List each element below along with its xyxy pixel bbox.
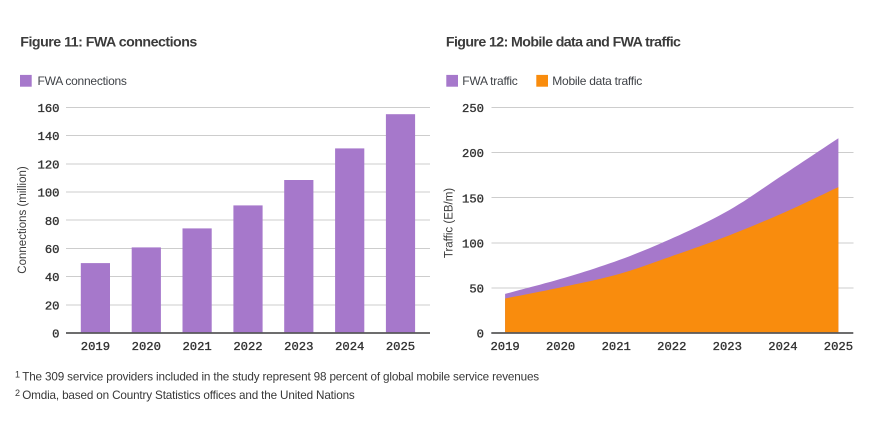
svg-text:2019: 2019 bbox=[490, 340, 519, 354]
svg-text:2023: 2023 bbox=[284, 340, 313, 354]
svg-text:Figure 12: Mobile data and FWA: Figure 12: Mobile data and FWA traffic bbox=[446, 34, 681, 50]
svg-text:1 The 309 service providers in: 1 The 309 service providers included in … bbox=[15, 370, 539, 384]
svg-text:Traffic (EB/m): Traffic (EB/m) bbox=[444, 188, 456, 258]
svg-text:80: 80 bbox=[45, 215, 60, 229]
svg-text:100: 100 bbox=[462, 237, 484, 251]
svg-text:2022: 2022 bbox=[233, 340, 262, 354]
svg-text:140: 140 bbox=[38, 130, 60, 144]
svg-text:150: 150 bbox=[462, 192, 484, 206]
svg-text:2021: 2021 bbox=[182, 340, 211, 354]
svg-text:2024: 2024 bbox=[335, 340, 364, 354]
svg-text:0: 0 bbox=[52, 328, 59, 342]
svg-text:20: 20 bbox=[45, 299, 60, 313]
svg-text:2 Omdia, based on Country Stat: 2 Omdia, based on Country Statistics off… bbox=[15, 388, 355, 402]
svg-text:250: 250 bbox=[462, 102, 484, 116]
svg-text:2023: 2023 bbox=[713, 340, 742, 354]
svg-text:2020: 2020 bbox=[546, 340, 575, 354]
svg-text:50: 50 bbox=[469, 283, 484, 297]
svg-text:2024: 2024 bbox=[768, 340, 797, 354]
svg-text:FWA traffic: FWA traffic bbox=[462, 74, 518, 88]
svg-text:60: 60 bbox=[45, 243, 60, 257]
svg-text:40: 40 bbox=[45, 271, 60, 285]
svg-text:2020: 2020 bbox=[132, 340, 161, 354]
svg-text:Figure 11: FWA connections: Figure 11: FWA connections bbox=[20, 34, 197, 50]
svg-text:100: 100 bbox=[38, 187, 60, 201]
svg-text:FWA connections: FWA connections bbox=[38, 74, 127, 88]
svg-text:2019: 2019 bbox=[81, 340, 110, 354]
svg-text:Connections (million): Connections (million) bbox=[17, 166, 29, 274]
svg-text:160: 160 bbox=[38, 102, 60, 116]
svg-text:2021: 2021 bbox=[602, 340, 631, 354]
svg-text:0: 0 bbox=[477, 328, 484, 342]
svg-text:2025: 2025 bbox=[824, 340, 853, 354]
svg-text:2022: 2022 bbox=[657, 340, 686, 354]
svg-text:120: 120 bbox=[38, 158, 60, 172]
svg-text:2025: 2025 bbox=[386, 340, 415, 354]
svg-text:200: 200 bbox=[462, 147, 484, 161]
svg-text:Mobile data traffic: Mobile data traffic bbox=[552, 74, 642, 88]
